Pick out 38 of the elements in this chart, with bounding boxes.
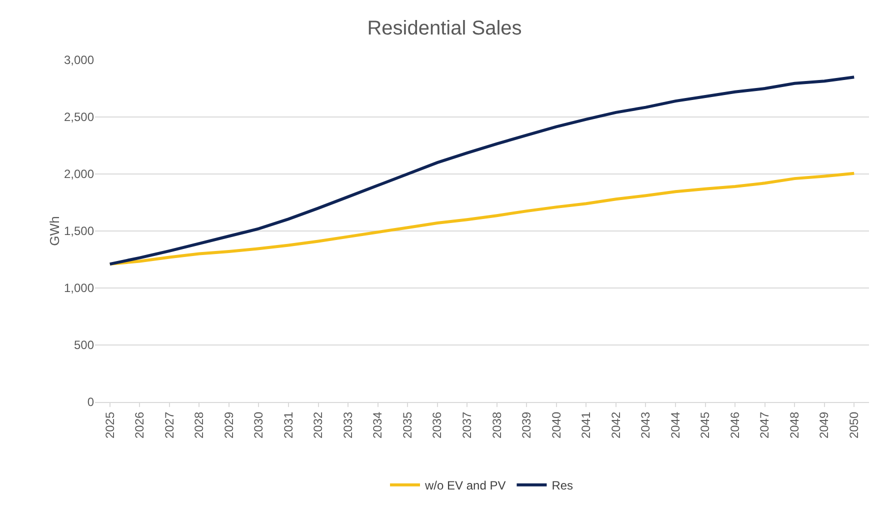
x-tick-label: 2041 <box>579 411 594 439</box>
x-tick-label: 2026 <box>132 411 147 439</box>
x-tick-label: 2032 <box>311 411 326 439</box>
x-tick-label: 2036 <box>430 411 444 439</box>
x-tick-label: 2039 <box>520 411 534 439</box>
x-tick-label: 2050 <box>847 411 862 439</box>
y-tick-label: 2,000 <box>64 167 94 182</box>
x-tick-label: 2037 <box>460 411 474 439</box>
x-tick-label: 2048 <box>787 411 802 439</box>
y-axis-title: GWh <box>46 216 62 246</box>
x-tick-label: 2043 <box>638 411 653 439</box>
x-tick-label: 2030 <box>252 411 266 439</box>
y-tick-label: 0 <box>87 395 94 410</box>
y-tick-label: 3,000 <box>64 53 94 68</box>
x-tick-label: 2028 <box>192 411 206 439</box>
x-tick-label: 2044 <box>668 411 682 439</box>
chart-title: Residential Sales <box>367 17 522 40</box>
x-tick-label: 2025 <box>102 411 117 439</box>
y-tick-label: 2,500 <box>64 110 94 124</box>
legend-label: Res <box>552 478 574 493</box>
y-tick-label: 500 <box>74 338 94 352</box>
x-tick-label: 2042 <box>608 411 623 439</box>
x-tick-label: 2035 <box>400 411 414 439</box>
x-tick-label: 2049 <box>817 411 832 439</box>
y-tick-label: 1,500 <box>64 224 94 238</box>
x-tick-label: 2040 <box>549 411 564 439</box>
x-tick-label: 2029 <box>222 411 236 439</box>
legend-label: w/o EV and PV <box>424 478 506 493</box>
line-series <box>108 76 856 266</box>
x-tick-label: 2034 <box>370 411 385 439</box>
x-tick-label: 2033 <box>340 411 355 439</box>
x-tick-label: 2045 <box>698 411 712 439</box>
x-tick-label: 2046 <box>728 411 742 439</box>
x-tick-label: 2027 <box>162 411 176 439</box>
y-tick-label: 1,000 <box>64 281 94 296</box>
x-tick-label: 2047 <box>758 411 772 439</box>
x-tick-label: 2031 <box>281 411 296 439</box>
x-tick-label: 2038 <box>490 411 504 439</box>
